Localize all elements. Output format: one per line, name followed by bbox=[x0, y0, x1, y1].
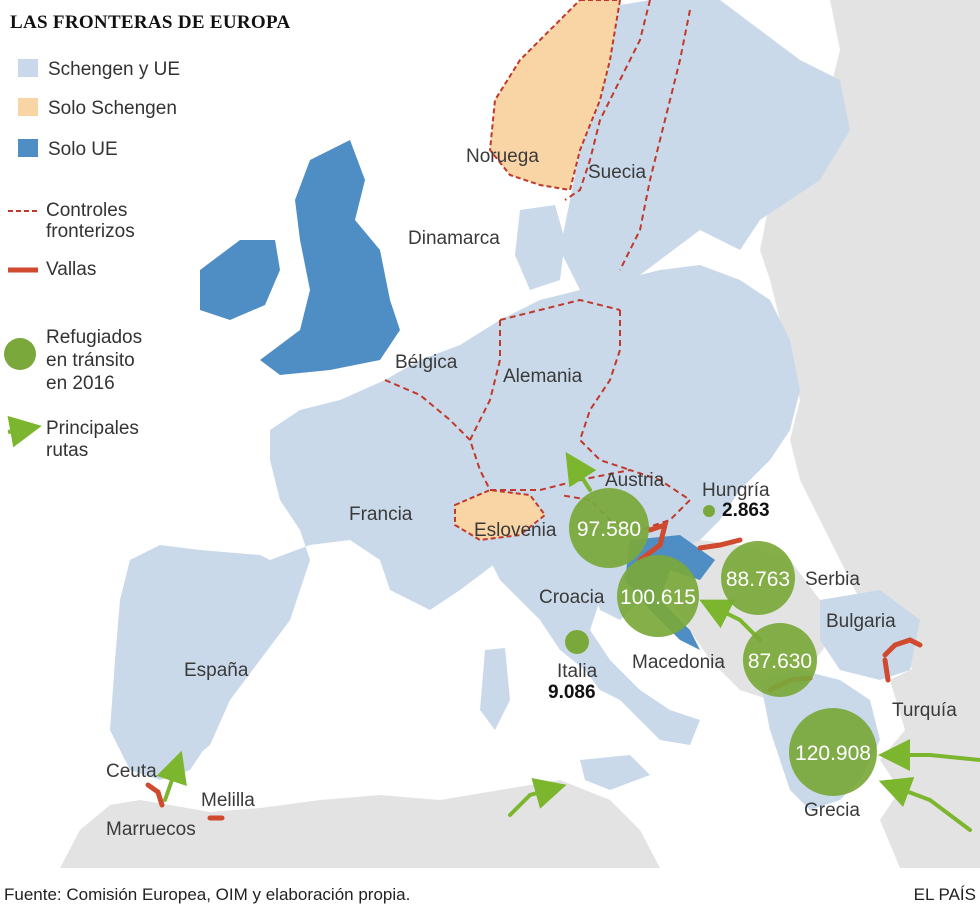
label-ceuta: Ceuta bbox=[106, 761, 157, 782]
italy-land bbox=[480, 535, 700, 745]
sweden-finland-land bbox=[560, 0, 850, 290]
refugees-italia-value: 9.086 bbox=[548, 682, 596, 703]
legend-swatch-schengen-ue bbox=[18, 59, 38, 77]
legend-refugiados-line3: en 2016 bbox=[46, 373, 115, 394]
footer-source: Fuente: Comisión Europea, OIM y elaborac… bbox=[4, 885, 410, 904]
label-marruecos: Marruecos bbox=[106, 819, 196, 840]
footer-bar bbox=[0, 868, 980, 908]
refugee-bubbles bbox=[565, 488, 877, 796]
switzerland-land bbox=[454, 488, 547, 542]
label-serbia: Serbia bbox=[805, 569, 860, 590]
label-croacia: Croacia bbox=[539, 587, 605, 608]
ireland-land bbox=[200, 240, 280, 320]
label-hungria: Hungría bbox=[702, 480, 770, 501]
label-noruega: Noruega bbox=[466, 146, 539, 167]
legend-rutas-line1: Principales bbox=[46, 418, 139, 439]
label-espana: España bbox=[184, 660, 249, 681]
denmark-land bbox=[515, 205, 565, 290]
bubble-hungria bbox=[703, 505, 715, 517]
label-dinamarca: Dinamarca bbox=[408, 228, 500, 249]
bubble-croacia bbox=[617, 555, 699, 637]
main-routes bbox=[156, 451, 980, 832]
label-francia: Francia bbox=[349, 504, 413, 525]
bubble-serbia bbox=[721, 541, 795, 615]
label-italia: Italia bbox=[557, 661, 598, 682]
refugees-grecia-value: 120.908 bbox=[795, 742, 871, 765]
label-grecia: Grecia bbox=[804, 800, 860, 821]
legend-swatch-solo-schengen bbox=[18, 98, 38, 116]
refugees-croacia-value: 100.615 bbox=[620, 586, 696, 609]
refugees-hungria-value: 2.863 bbox=[722, 500, 770, 521]
label-bulgaria: Bulgaria bbox=[826, 611, 896, 632]
sicily-land bbox=[580, 755, 650, 790]
map-title: LAS FRONTERAS DE EUROPA bbox=[10, 12, 291, 33]
legend-schengen-ue: Schengen y UE bbox=[48, 59, 180, 80]
norway-land bbox=[488, 0, 622, 192]
refugees-macedonia-value: 87.630 bbox=[748, 650, 812, 673]
legend-solo-schengen: Solo Schengen bbox=[48, 98, 177, 119]
legend-refugiados-line2: en tránsito bbox=[46, 350, 135, 371]
label-alemania: Alemania bbox=[503, 366, 583, 387]
legend: Schengen y UE Solo Schengen Solo UE Cont… bbox=[4, 59, 180, 461]
uk-land bbox=[260, 140, 400, 375]
label-macedonia: Macedonia bbox=[632, 652, 725, 673]
north-africa-land bbox=[60, 780, 660, 868]
footer-brand: EL PAÍS bbox=[914, 885, 976, 904]
legend-refugiados-line1: Refugiados bbox=[46, 327, 142, 348]
legend-rutas-line2: rutas bbox=[46, 440, 88, 461]
sardinia-land bbox=[480, 648, 510, 730]
legend-swatch-solo-ue bbox=[18, 139, 38, 157]
label-melilla: Melilla bbox=[201, 790, 255, 811]
bubble-grecia bbox=[789, 708, 877, 796]
legend-controles-line2: fronterizos bbox=[46, 221, 135, 242]
iberia-land bbox=[115, 550, 300, 775]
legend-swatch-rutas bbox=[7, 415, 42, 448]
refugees-austria-value: 97.580 bbox=[577, 518, 641, 541]
label-belgica: Bélgica bbox=[395, 352, 458, 373]
label-suecia: Suecia bbox=[588, 162, 647, 183]
bulgaria-land bbox=[820, 590, 920, 680]
refugees-serbia-value: 88.763 bbox=[726, 568, 790, 591]
legend-swatch-refugiados bbox=[4, 338, 36, 370]
bubble-austria bbox=[569, 488, 649, 568]
label-turquia: Turquía bbox=[892, 700, 957, 721]
legend-vallas: Vallas bbox=[46, 259, 96, 280]
label-austria: Austria bbox=[605, 470, 665, 491]
bubble-italia bbox=[565, 630, 589, 654]
legend-solo-ue: Solo UE bbox=[48, 139, 118, 160]
label-eslovenia: Eslovenia bbox=[474, 520, 557, 541]
turkey-land bbox=[880, 650, 980, 868]
bubble-macedonia bbox=[743, 623, 817, 697]
legend-controles-line1: Controles bbox=[46, 200, 127, 221]
